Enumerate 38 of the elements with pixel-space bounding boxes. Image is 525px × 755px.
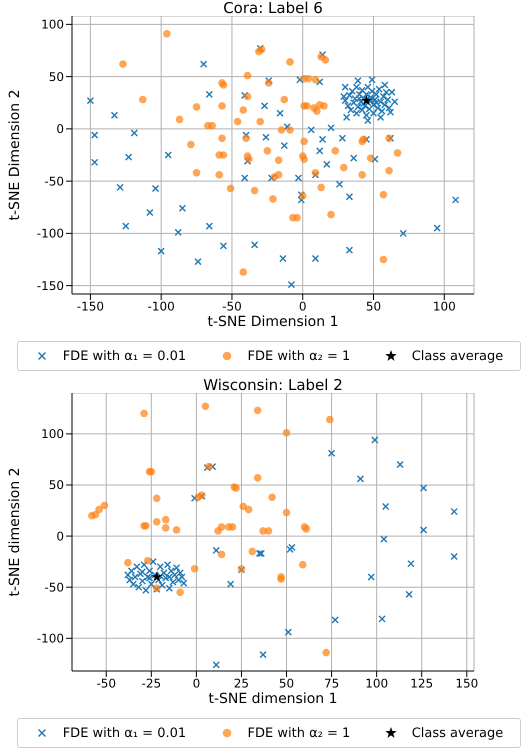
x-tick-label: -100 [148, 300, 175, 314]
y-tick-label: 100 [41, 18, 64, 32]
y-tick-label: 50 [48, 478, 64, 492]
y-tick-label: 50 [48, 70, 64, 84]
x-tick-label: 100 [365, 676, 388, 691]
x-tick-label: -25 [142, 676, 162, 691]
y-tick-label: -100 [36, 632, 64, 646]
legend-label: Class average [412, 348, 504, 364]
y-axis-title: t-SNE dimension 2 [6, 467, 23, 597]
legend-label: FDE with α₂ = 1 [248, 726, 350, 740]
x-tick-label: 150 [455, 676, 478, 691]
legend-label: Class average [412, 726, 504, 740]
legend-label: FDE with α₂ = 1 [248, 348, 350, 364]
y-tick-label: 100 [41, 427, 64, 442]
x-tick-label: 25 [234, 676, 250, 691]
x-tick-label: -50 [222, 300, 242, 314]
y-tick-label: -50 [44, 174, 64, 188]
chart-title: Cora: Label 6 [222, 0, 324, 17]
x-tick-label: 125 [410, 676, 434, 691]
x-tick-label: -150 [76, 300, 104, 314]
chart-title: Wisconsin: Label 2 [202, 376, 344, 394]
x-tick-label: 75 [324, 676, 340, 691]
legend-label: FDE with α₁ = 0.01 [62, 726, 186, 740]
legend-label: FDE with α₁ = 0.01 [62, 348, 186, 364]
x-axis-title: t-SNE dimension 1 [208, 691, 338, 707]
y-tick-label: -150 [36, 278, 64, 293]
x-tick-label: 0 [192, 676, 200, 691]
x-tick-label: 100 [432, 300, 456, 314]
y-axis-title: t-SNE Dimension 2 [6, 90, 23, 220]
x-tick-label: 50 [278, 676, 294, 691]
x-tick-label: 0 [298, 300, 307, 314]
y-tick-label: 0 [56, 529, 64, 544]
y-tick-label: -100 [36, 226, 64, 241]
x-tick-label: -50 [96, 676, 116, 691]
x-tick-label: 50 [366, 300, 382, 314]
x-axis-title: t-SNE Dimension 1 [208, 314, 338, 330]
y-tick-label: 0 [56, 122, 64, 136]
y-tick-label: -50 [44, 580, 64, 594]
